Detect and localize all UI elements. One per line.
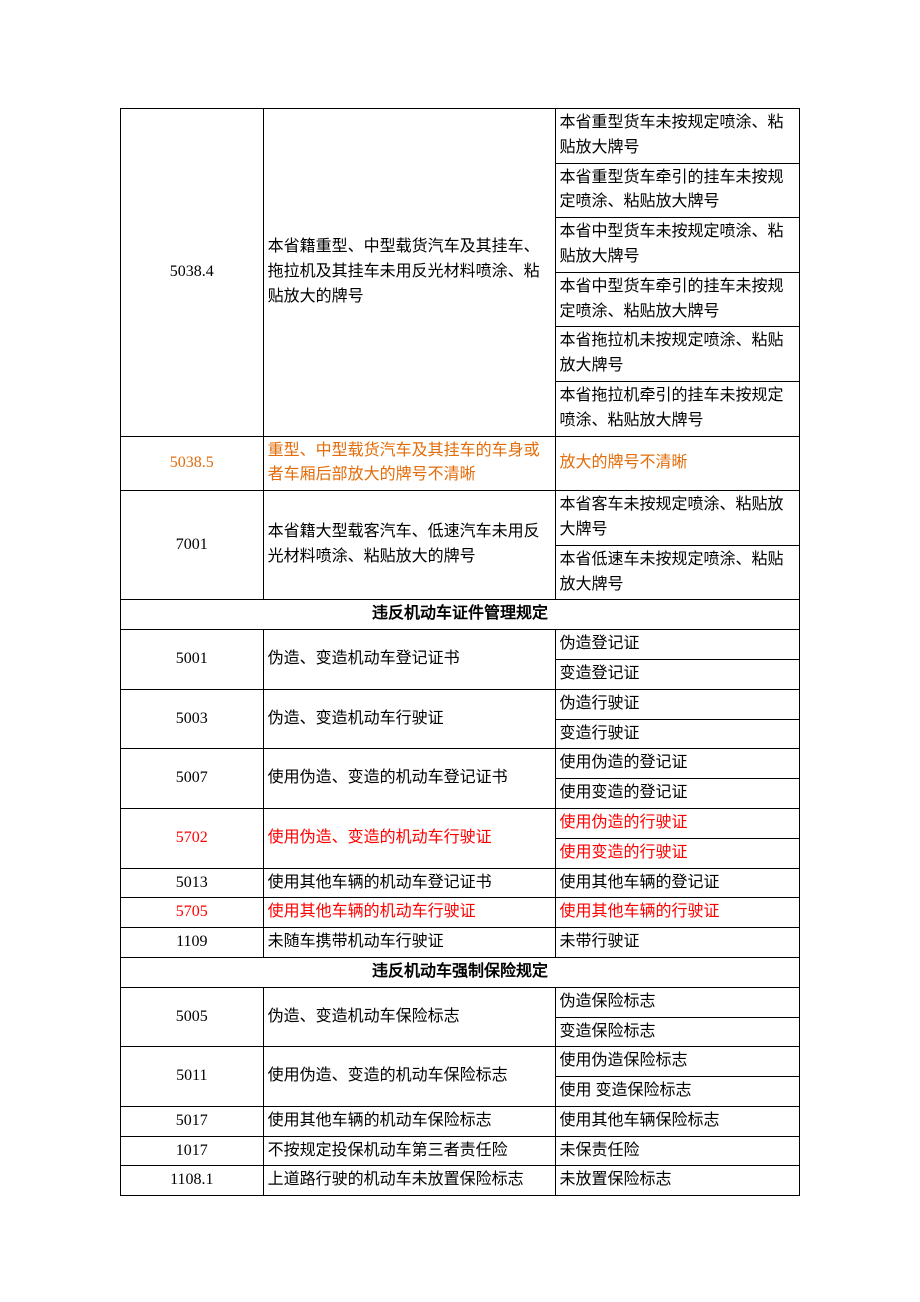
section-header-row: 违反机动车强制保险规定 — [121, 957, 800, 987]
table-row: 5705 使用其他车辆的机动车行驶证 使用其他车辆的行驶证 — [121, 898, 800, 928]
regulations-table: 5038.4 本省籍重型、中型载货汽车及其挂车、拖拉机及其挂车未用反光材料喷涂、… — [120, 108, 800, 1196]
code-cell: 5705 — [121, 898, 264, 928]
table-row: 1109 未随车携带机动车行驶证 未带行驶证 — [121, 928, 800, 958]
table-row: 5017 使用其他车辆的机动车保险标志 使用其他车辆保险标志 — [121, 1106, 800, 1136]
desc-cell: 伪造、变造机动车行驶证 — [263, 689, 555, 749]
code-cell: 5038.4 — [121, 109, 264, 437]
desc-cell: 不按规定投保机动车第三者责任险 — [263, 1136, 555, 1166]
sub-cell: 使用伪造保险标志 — [555, 1047, 799, 1077]
sub-cell: 伪造行驶证 — [555, 689, 799, 719]
sub-cell: 变造登记证 — [555, 659, 799, 689]
code-cell: 1017 — [121, 1136, 264, 1166]
desc-cell: 未随车携带机动车行驶证 — [263, 928, 555, 958]
document-page: 5038.4 本省籍重型、中型载货汽车及其挂车、拖拉机及其挂车未用反光材料喷涂、… — [0, 0, 920, 1196]
desc-cell: 使用伪造、变造的机动车保险标志 — [263, 1047, 555, 1107]
sub-cell: 使用 变造保险标志 — [555, 1077, 799, 1107]
section-header: 违反机动车证件管理规定 — [121, 600, 800, 630]
sub-cell: 使用伪造的行驶证 — [555, 808, 799, 838]
table-row: 1017 不按规定投保机动车第三者责任险 未保责任险 — [121, 1136, 800, 1166]
code-cell: 5017 — [121, 1106, 264, 1136]
code-cell: 5011 — [121, 1047, 264, 1107]
desc-cell: 伪造、变造机动车登记证书 — [263, 630, 555, 690]
desc-cell: 本省籍大型载客汽车、低速汽车未用反光材料喷涂、粘贴放大的牌号 — [263, 491, 555, 600]
sub-cell: 使用其他车辆的登记证 — [555, 868, 799, 898]
table-row: 5013 使用其他车辆的机动车登记证书 使用其他车辆的登记证 — [121, 868, 800, 898]
desc-cell: 使用伪造、变造的机动车行驶证 — [263, 808, 555, 868]
sub-cell: 使用变造的行驶证 — [555, 838, 799, 868]
section-header: 违反机动车强制保险规定 — [121, 957, 800, 987]
desc-cell: 使用伪造、变造的机动车登记证书 — [263, 749, 555, 809]
code-cell: 1109 — [121, 928, 264, 958]
sub-cell: 本省重型货车未按规定喷涂、粘贴放大牌号 — [555, 109, 799, 164]
code-cell: 5003 — [121, 689, 264, 749]
sub-cell: 未带行驶证 — [555, 928, 799, 958]
sub-cell: 本省拖拉机牵引的挂车未按规定喷涂、粘贴放大牌号 — [555, 381, 799, 436]
desc-cell: 使用其他车辆的机动车登记证书 — [263, 868, 555, 898]
table-row: 5007 使用伪造、变造的机动车登记证书 使用伪造的登记证 — [121, 749, 800, 779]
sub-cell: 本省拖拉机未按规定喷涂、粘贴放大牌号 — [555, 327, 799, 382]
code-cell: 1108.1 — [121, 1166, 264, 1196]
code-cell: 5013 — [121, 868, 264, 898]
table-row: 5003 伪造、变造机动车行驶证 伪造行驶证 — [121, 689, 800, 719]
desc-cell: 重型、中型载货汽车及其挂车的车身或者车厢后部放大的牌号不清晰 — [263, 436, 555, 491]
desc-cell: 上道路行驶的机动车未放置保险标志 — [263, 1166, 555, 1196]
desc-cell: 使用其他车辆的机动车行驶证 — [263, 898, 555, 928]
table-row: 5702 使用伪造、变造的机动车行驶证 使用伪造的行驶证 — [121, 808, 800, 838]
sub-cell: 本省中型货车未按规定喷涂、粘贴放大牌号 — [555, 218, 799, 273]
sub-cell: 使用其他车辆保险标志 — [555, 1106, 799, 1136]
code-cell: 5005 — [121, 987, 264, 1047]
sub-cell: 变造保险标志 — [555, 1017, 799, 1047]
sub-cell: 本省中型货车牵引的挂车未按规定喷涂、粘贴放大牌号 — [555, 272, 799, 327]
code-cell: 7001 — [121, 491, 264, 600]
table-row: 1108.1 上道路行驶的机动车未放置保险标志 未放置保险标志 — [121, 1166, 800, 1196]
code-cell: 5001 — [121, 630, 264, 690]
desc-cell: 使用其他车辆的机动车保险标志 — [263, 1106, 555, 1136]
section-header-row: 违反机动车证件管理规定 — [121, 600, 800, 630]
table-row: 5011 使用伪造、变造的机动车保险标志 使用伪造保险标志 — [121, 1047, 800, 1077]
table-row: 5038.4 本省籍重型、中型载货汽车及其挂车、拖拉机及其挂车未用反光材料喷涂、… — [121, 109, 800, 164]
sub-cell: 使用其他车辆的行驶证 — [555, 898, 799, 928]
sub-cell: 使用伪造的登记证 — [555, 749, 799, 779]
table-row: 5001 伪造、变造机动车登记证书 伪造登记证 — [121, 630, 800, 660]
code-cell: 5007 — [121, 749, 264, 809]
table-row: 5005 伪造、变造机动车保险标志 伪造保险标志 — [121, 987, 800, 1017]
sub-cell: 使用变造的登记证 — [555, 779, 799, 809]
table-row: 5038.5 重型、中型载货汽车及其挂车的车身或者车厢后部放大的牌号不清晰 放大… — [121, 436, 800, 491]
sub-cell: 伪造登记证 — [555, 630, 799, 660]
sub-cell: 变造行驶证 — [555, 719, 799, 749]
sub-cell: 伪造保险标志 — [555, 987, 799, 1017]
sub-cell: 未放置保险标志 — [555, 1166, 799, 1196]
sub-cell: 本省重型货车牵引的挂车未按规定喷涂、粘贴放大牌号 — [555, 163, 799, 218]
sub-cell: 未保责任险 — [555, 1136, 799, 1166]
table-row: 7001 本省籍大型载客汽车、低速汽车未用反光材料喷涂、粘贴放大的牌号 本省客车… — [121, 491, 800, 546]
code-cell: 5702 — [121, 808, 264, 868]
sub-cell: 放大的牌号不清晰 — [555, 436, 799, 491]
desc-cell: 伪造、变造机动车保险标志 — [263, 987, 555, 1047]
code-cell: 5038.5 — [121, 436, 264, 491]
sub-cell: 本省客车未按规定喷涂、粘贴放大牌号 — [555, 491, 799, 546]
sub-cell: 本省低速车未按规定喷涂、粘贴放大牌号 — [555, 545, 799, 600]
desc-cell: 本省籍重型、中型载货汽车及其挂车、拖拉机及其挂车未用反光材料喷涂、粘贴放大的牌号 — [263, 109, 555, 437]
